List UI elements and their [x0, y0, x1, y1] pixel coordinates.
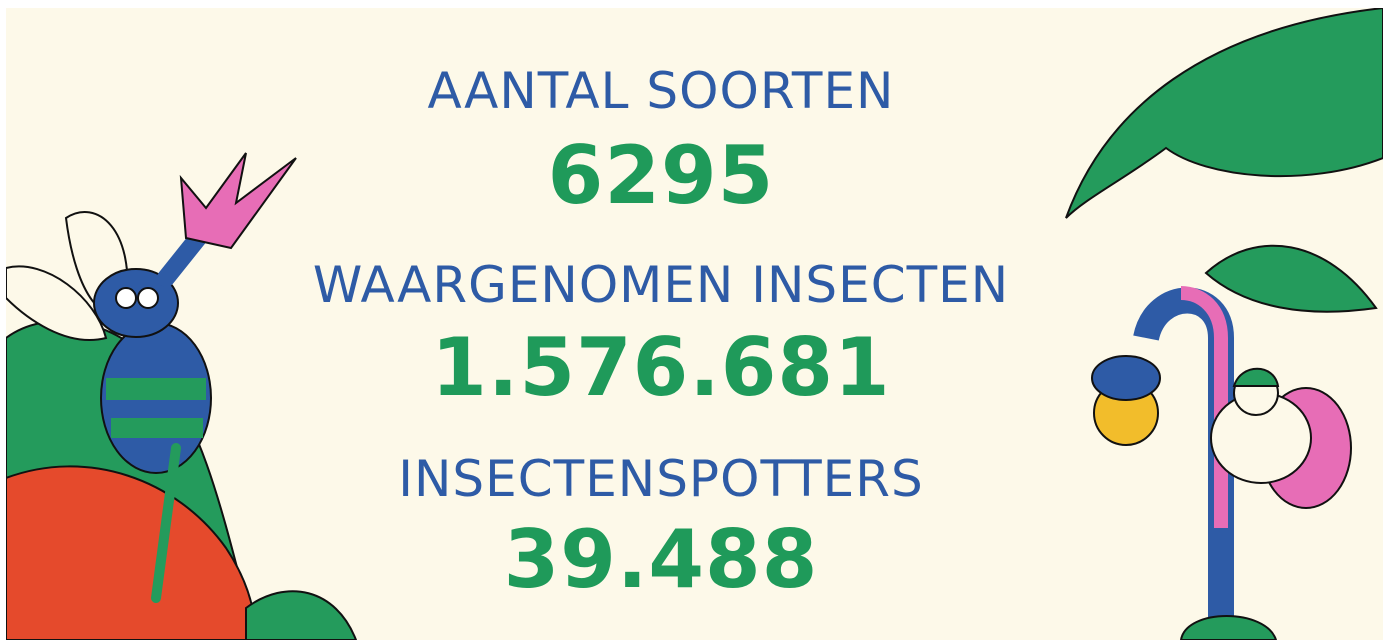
stat-label: AANTAL SOORTEN — [6, 66, 1316, 116]
page: AANTAL SOORTEN 6295 WAARGENOMEN INSECTEN… — [0, 0, 1383, 640]
stat-value: 39.488 — [6, 520, 1316, 600]
insect-stripe — [111, 418, 203, 438]
grass — [1181, 616, 1276, 640]
stat-value: 1.576.681 — [6, 328, 1316, 408]
stat-label: WAARGENOMEN INSECTEN — [6, 260, 1316, 310]
stat-value: 6295 — [6, 136, 1316, 216]
stat-label: INSECTENSPOTTERS — [6, 454, 1316, 504]
banner: AANTAL SOORTEN 6295 WAARGENOMEN INSECTEN… — [6, 8, 1383, 640]
